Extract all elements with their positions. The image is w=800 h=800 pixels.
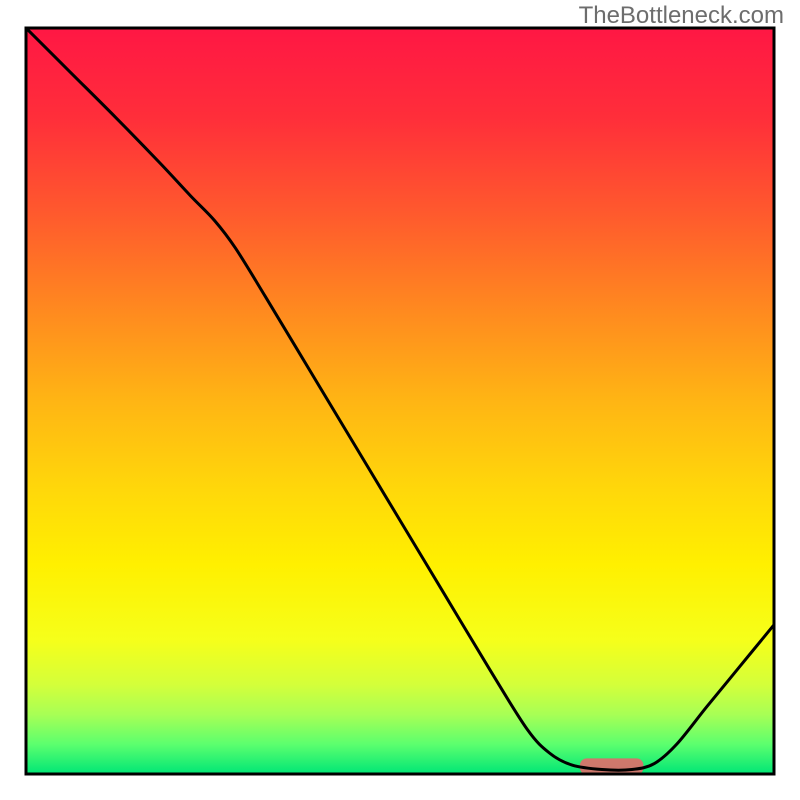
optimal-zone-marker bbox=[580, 758, 644, 774]
watermark-text: TheBottleneck.com bbox=[579, 2, 784, 30]
bottleneck-chart: TheBottleneck.com bbox=[0, 0, 800, 800]
chart-svg bbox=[0, 0, 800, 800]
